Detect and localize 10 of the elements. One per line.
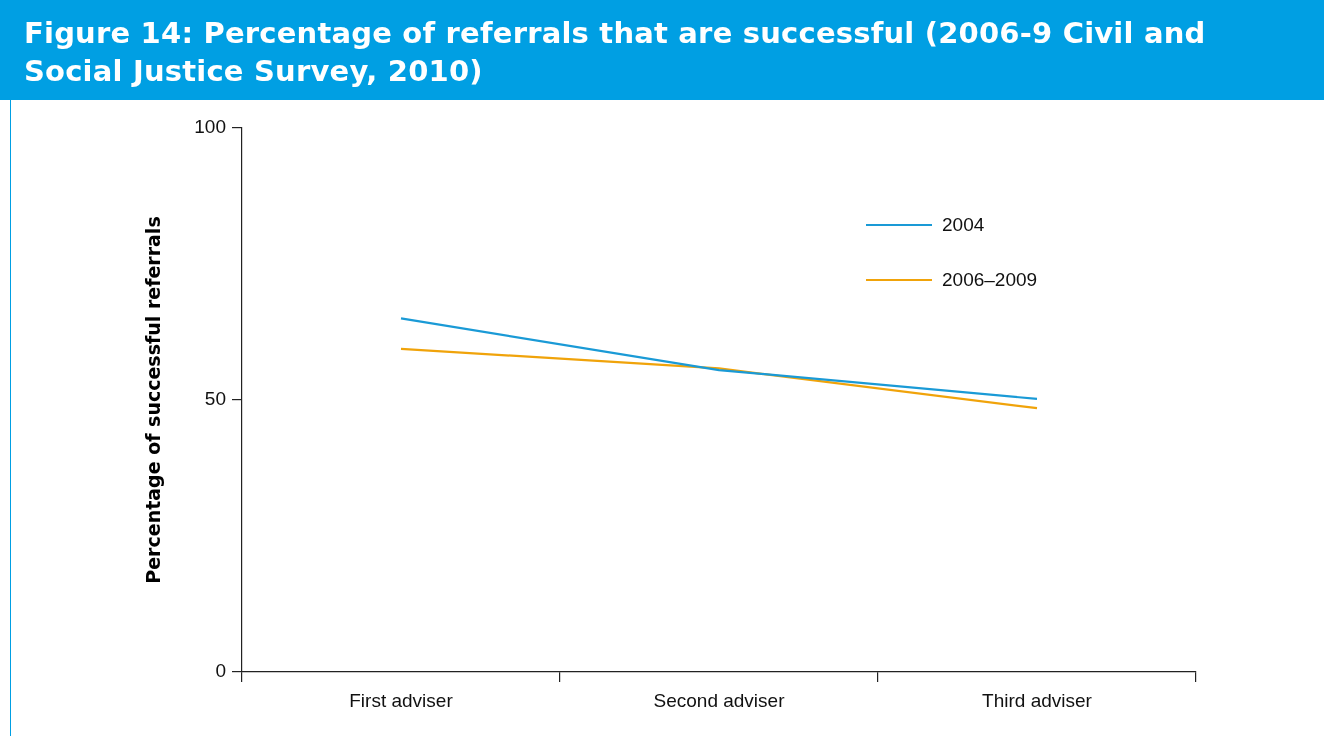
- x-tick-label: Third adviser: [982, 689, 1093, 711]
- y-axis-title: Percentage of successful referrals: [142, 216, 165, 584]
- y-tick-label: 50: [204, 388, 226, 410]
- y-tick-label: 100: [194, 116, 226, 138]
- chart-title: Figure 14: Percentage of referrals that are successful (2006-9 Civil and Social Justice Survey, 2010): [0, 0, 1324, 100]
- legend-label: 2004: [942, 213, 985, 236]
- x-tick-label: First adviser: [349, 689, 454, 711]
- legend-label: 2006–2009: [942, 268, 1038, 291]
- y-tick-label: 0: [215, 660, 226, 682]
- x-tick-label: Second adviser: [653, 689, 786, 711]
